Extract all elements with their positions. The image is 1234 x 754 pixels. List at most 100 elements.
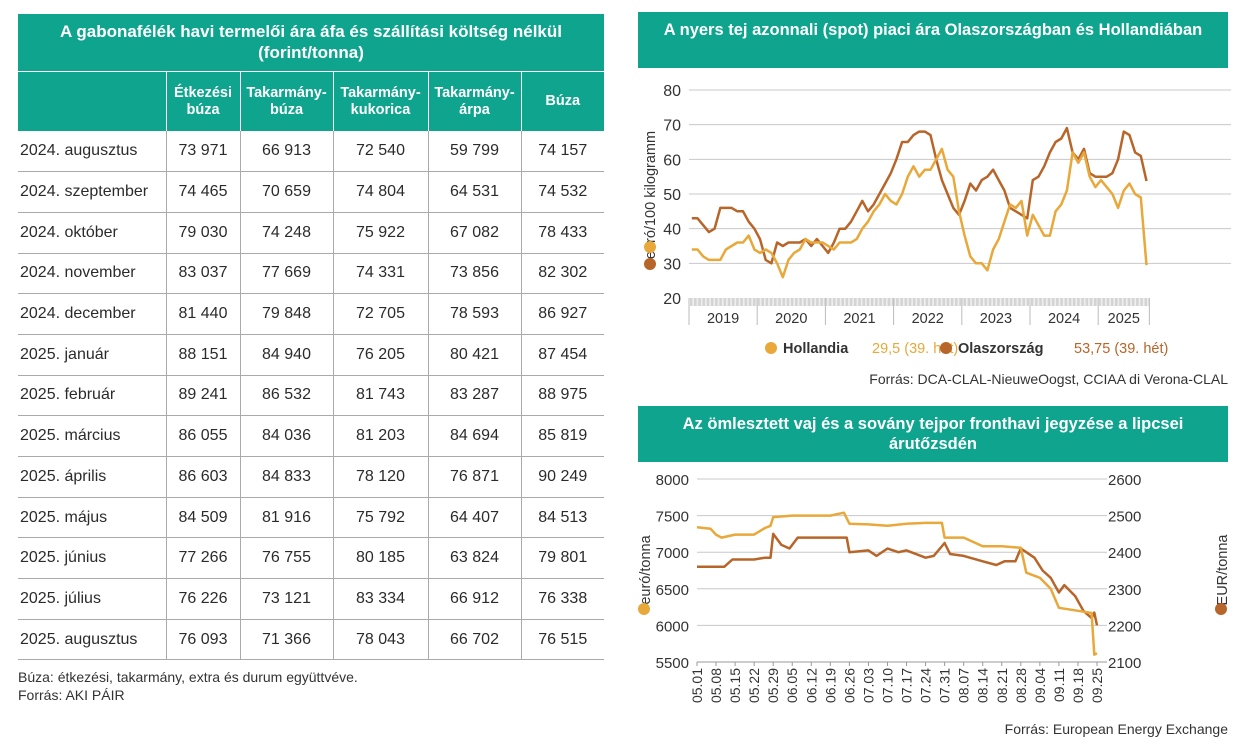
price-cell: 78 120 <box>332 456 428 498</box>
x-tick-label: 2019 <box>707 311 739 327</box>
series-line-hollandia <box>691 147 1148 279</box>
legend-olaszorszag-icon <box>940 342 952 354</box>
x-tick-label: 09.11 <box>1051 668 1067 702</box>
column-header: Takarmány-árpa <box>427 72 521 131</box>
row-month: 2025. február <box>18 375 166 417</box>
milk-price-chart: 20 30 40 50 60 70 80 2019 2020 2021 2022 2023 2024 20… <box>643 83 1231 357</box>
butter-smp-chart: 5500 6000 6500 7000 7500 8000 2100 2200 2300 2400… <box>638 472 1231 703</box>
olaszorszag-marker-dot <box>644 258 656 270</box>
table-source: Forrás: AKI PÁIR <box>18 687 125 703</box>
column-header: Takarmány-kukorica <box>332 72 428 131</box>
price-cell: 81 203 <box>332 415 428 457</box>
x-tick-label: 07.24 <box>918 668 934 703</box>
price-cell: 64 407 <box>427 497 521 539</box>
x-tick-label: 05.29 <box>765 668 781 703</box>
y-tick-label: 40 <box>663 222 681 239</box>
x-tick-label: 08.14 <box>975 668 991 703</box>
milk-chart-source: Forrás: DCA-CLAL-NieuweOogst, CCIAA di V… <box>869 371 1228 387</box>
x-tick-label: 08.28 <box>1013 668 1029 703</box>
legend-hollandia-value: 29,5 (39. hét) <box>872 341 958 357</box>
y-tick-label: 20 <box>663 291 681 308</box>
legend-hollandia-name: Hollandia <box>783 341 849 357</box>
left-y-tick-label: 7000 <box>656 545 689 562</box>
price-cell: 90 249 <box>520 456 604 498</box>
x-tick-label: 07.10 <box>879 668 895 703</box>
smp-price-line <box>697 532 1099 626</box>
price-cell: 73 121 <box>239 578 333 620</box>
right-y-tick-label: 2200 <box>1108 618 1141 635</box>
price-cell: 83 334 <box>332 578 428 620</box>
price-cell: 70 659 <box>239 171 333 213</box>
price-cell: 79 030 <box>165 212 240 254</box>
price-cell: 80 185 <box>332 537 428 580</box>
y-tick-label: 60 <box>663 152 681 169</box>
row-month: 2025. július <box>18 578 166 620</box>
price-cell: 75 922 <box>332 212 428 254</box>
y-axis-label: euró/100 kilogramm <box>643 131 659 259</box>
table-row: 2024. október 79 030 74 248 75 922 67 082 78 … <box>18 212 604 254</box>
price-cell: 71 366 <box>239 619 333 661</box>
price-cell: 74 248 <box>239 212 333 254</box>
price-cell: 77 266 <box>165 537 240 580</box>
price-cell: 76 755 <box>239 537 333 580</box>
price-cell: 80 421 <box>427 334 521 376</box>
row-month: 2024. szeptember <box>18 171 166 213</box>
row-month: 2024. augusztus <box>18 131 166 173</box>
left-y-tick-label: 8000 <box>656 472 689 489</box>
table-row: 2025. augusztus 76 093 71 366 78 043 66 702 7… <box>18 619 604 661</box>
left-y-axis-label: euró/tonna <box>638 534 654 604</box>
x-tick-label: 08.07 <box>956 668 972 703</box>
price-cell: 76 205 <box>332 334 428 376</box>
price-cell: 59 799 <box>427 131 521 173</box>
right-y-tick-label: 2500 <box>1108 509 1141 526</box>
table-body: 2024. augusztus 73 971 66 913 72 540 59 799 7… <box>18 131 604 661</box>
row-month: 2025. augusztus <box>18 619 166 661</box>
price-cell: 84 940 <box>239 334 333 376</box>
price-cell: 81 743 <box>332 375 428 417</box>
x-tick-label: 07.17 <box>899 668 915 703</box>
x-tick-label: 2021 <box>843 311 875 327</box>
x-tick-label: 2025 <box>1108 311 1140 327</box>
x-tick-label: 09.04 <box>1032 668 1048 703</box>
y-tick-label: 50 <box>663 187 681 204</box>
price-cell: 84 513 <box>520 497 604 539</box>
left-axis-series-dot <box>638 603 650 615</box>
x-tick-label: 06.05 <box>784 668 800 703</box>
price-cell: 72 705 <box>332 293 428 335</box>
y-tick-label: 70 <box>663 118 681 135</box>
table-row: 2025. május 84 509 81 916 75 792 64 407 84 51… <box>18 497 604 539</box>
price-cell: 84 509 <box>165 497 240 539</box>
left-y-tick-label: 6500 <box>656 582 689 599</box>
x-tick-label: 06.26 <box>841 668 857 703</box>
y-tick-label: 30 <box>663 256 681 273</box>
x-tick-label: 2023 <box>980 311 1012 327</box>
price-cell: 88 151 <box>165 334 240 376</box>
price-cell: 73 856 <box>427 253 521 295</box>
right-y-axis-label: EUR/tonna <box>1215 534 1231 606</box>
table-row: 2025. június 77 266 76 755 80 185 63 824 79 8… <box>18 537 604 580</box>
price-cell: 72 540 <box>332 131 428 173</box>
price-cell: 75 792 <box>332 497 428 539</box>
row-month: 2024. december <box>18 293 166 335</box>
legend-olaszorszag-value: 53,75 (39. hét) <box>1074 341 1168 357</box>
column-header <box>18 72 166 131</box>
right-y-tick-label: 2400 <box>1108 545 1141 562</box>
table-row: 2025. március 86 055 84 036 81 203 84 694 85 … <box>18 415 604 457</box>
price-cell: 76 515 <box>520 619 604 661</box>
price-cell: 79 848 <box>239 293 333 335</box>
row-month: 2024. október <box>18 212 166 254</box>
x-tick-label: 09.18 <box>1070 668 1086 703</box>
x-tick-label: 2024 <box>1048 311 1080 327</box>
price-cell: 84 036 <box>239 415 333 457</box>
price-cell: 78 593 <box>427 293 521 335</box>
column-header: Takarmány-búza <box>239 72 333 131</box>
price-cell: 74 465 <box>165 171 240 213</box>
price-cell: 83 037 <box>165 253 240 295</box>
column-header: Búza <box>520 72 604 131</box>
table-row: 2025. január 88 151 84 940 76 205 80 421 87 4… <box>18 334 604 376</box>
price-cell: 73 971 <box>165 131 240 173</box>
price-cell: 79 801 <box>520 537 604 580</box>
butter-price-line <box>696 511 1098 656</box>
table-row: 2024. november 83 037 77 669 74 331 73 856 82… <box>18 253 604 295</box>
price-cell: 64 531 <box>427 171 521 213</box>
